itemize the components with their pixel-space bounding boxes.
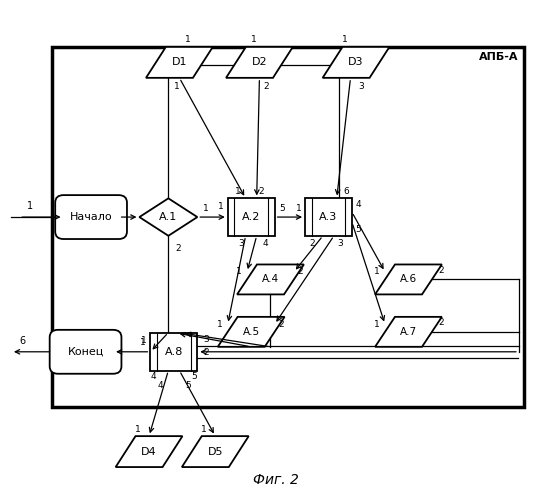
Bar [305, 199, 352, 236]
Text: 4: 4 [151, 372, 157, 381]
Text: 3: 3 [359, 82, 364, 91]
Text: 3: 3 [203, 335, 209, 344]
Text: 2: 2 [203, 348, 209, 357]
Text: 1: 1 [174, 82, 179, 91]
Polygon shape [116, 436, 182, 467]
Polygon shape [226, 47, 293, 78]
Text: D1: D1 [172, 57, 187, 67]
Bar [52, 47, 524, 407]
Polygon shape [146, 47, 213, 78]
Text: 1: 1 [295, 204, 301, 213]
Text: А.7: А.7 [400, 327, 417, 337]
Text: 1: 1 [27, 201, 34, 211]
Text: 1: 1 [140, 338, 146, 347]
Text: D3: D3 [348, 57, 364, 67]
Text: 5: 5 [191, 372, 197, 381]
Text: D2: D2 [252, 57, 267, 67]
Text: 4: 4 [157, 381, 163, 390]
Text: Начало: Начало [70, 212, 113, 222]
Text: 6: 6 [19, 336, 25, 346]
Text: 2: 2 [278, 320, 284, 329]
Polygon shape [375, 264, 442, 294]
Text: 2: 2 [298, 267, 304, 276]
Text: 1: 1 [185, 35, 190, 44]
Polygon shape [217, 317, 285, 347]
Text: 2: 2 [263, 82, 269, 91]
Text: 1: 1 [135, 425, 141, 434]
Text: 1: 1 [235, 187, 240, 197]
Text: Фиг. 2: Фиг. 2 [253, 473, 299, 487]
Text: 1: 1 [236, 267, 242, 276]
Polygon shape [322, 47, 390, 78]
Text: А.8: А.8 [164, 347, 183, 357]
Text: А.4: А.4 [262, 274, 279, 284]
Text: 1: 1 [201, 425, 207, 434]
Text: Конец: Конец [67, 347, 104, 357]
Text: 1: 1 [141, 336, 147, 345]
FancyBboxPatch shape [50, 330, 121, 374]
Text: 2: 2 [176, 244, 181, 253]
Text: 2: 2 [438, 266, 444, 275]
Text: 5: 5 [185, 381, 190, 390]
Bar [150, 333, 198, 370]
Text: 5: 5 [355, 225, 362, 234]
Polygon shape [139, 199, 198, 236]
Text: 4: 4 [355, 200, 362, 209]
Text: 1: 1 [374, 267, 380, 276]
Text: 3: 3 [238, 239, 244, 248]
FancyBboxPatch shape [55, 195, 127, 239]
Text: 1: 1 [374, 320, 380, 329]
Text: А.3: А.3 [319, 212, 338, 222]
Text: 4: 4 [262, 239, 268, 248]
Text: 5: 5 [279, 204, 285, 213]
Text: D4: D4 [141, 447, 157, 457]
Text: 1: 1 [203, 204, 209, 213]
Text: А.1: А.1 [159, 212, 178, 222]
Text: А.6: А.6 [400, 274, 417, 284]
Polygon shape [182, 436, 248, 467]
Bar [228, 199, 275, 236]
Text: АПБ-А: АПБ-А [479, 52, 519, 62]
Text: D5: D5 [208, 447, 223, 457]
Text: 1: 1 [342, 35, 348, 44]
Text: 2: 2 [309, 239, 315, 248]
Text: 2: 2 [438, 318, 444, 327]
Text: 1: 1 [217, 320, 223, 329]
Text: 6: 6 [343, 187, 349, 197]
Text: А.5: А.5 [242, 327, 260, 337]
Polygon shape [237, 264, 304, 294]
Text: 2: 2 [258, 187, 264, 197]
Text: 3: 3 [338, 239, 343, 248]
Text: 1: 1 [218, 202, 224, 211]
Text: 1: 1 [251, 35, 257, 44]
Text: А.2: А.2 [242, 212, 261, 222]
Polygon shape [375, 317, 442, 347]
